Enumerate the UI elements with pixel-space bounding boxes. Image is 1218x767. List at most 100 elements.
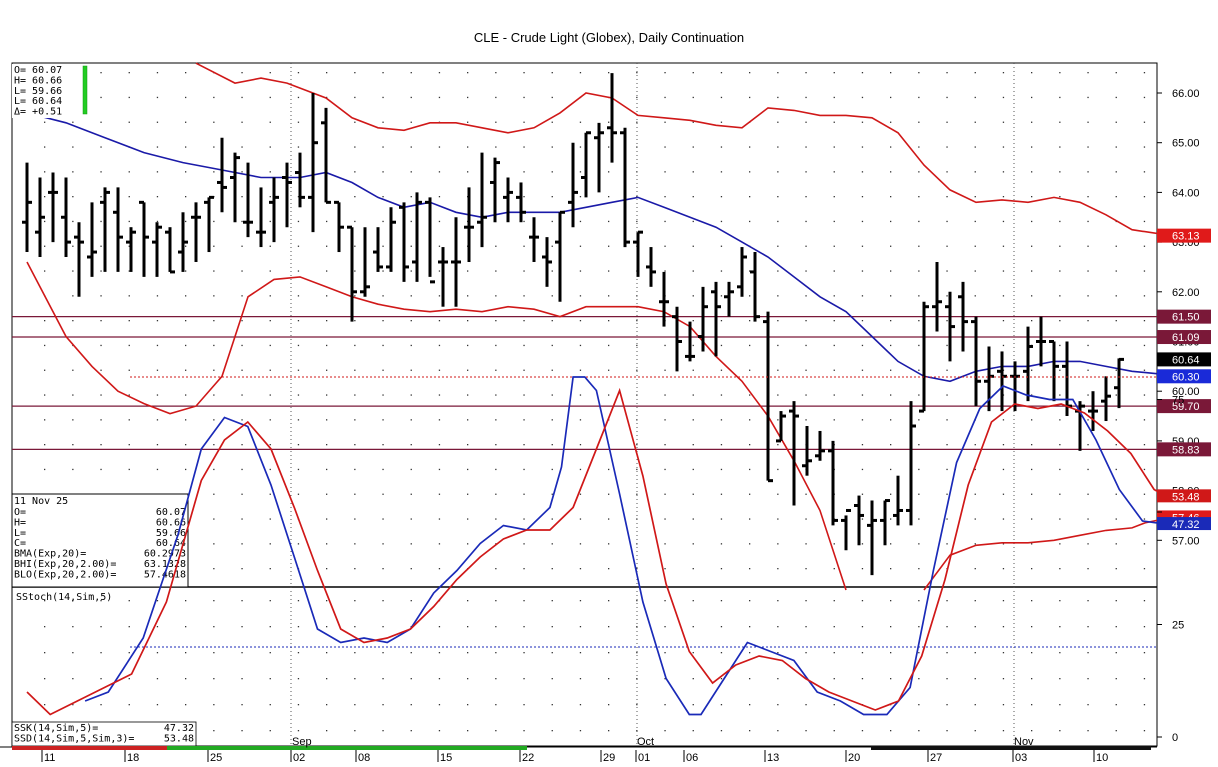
grid-dot — [1087, 369, 1089, 371]
grid-dot — [1087, 568, 1089, 570]
grid-dot — [636, 468, 638, 471]
grid-dot — [664, 394, 666, 396]
grid-dot — [213, 96, 215, 99]
grid-dot — [551, 171, 553, 173]
grid-dot — [692, 295, 694, 297]
grid-dot — [579, 704, 582, 706]
grid-dot — [185, 245, 187, 247]
grid-dot — [438, 171, 441, 173]
grid-dot — [44, 245, 46, 247]
grid-dot — [861, 652, 864, 654]
grid-dot — [185, 220, 187, 223]
grid-dot — [608, 171, 610, 173]
grid-dot — [579, 146, 582, 148]
grid-dot — [890, 626, 892, 628]
grid-dot — [495, 96, 497, 99]
price-tag-label: 60.64 — [1172, 354, 1200, 366]
grid-dot — [523, 704, 525, 706]
grid-dot — [551, 626, 553, 628]
grid-dot — [1002, 419, 1005, 421]
grid-dot — [579, 295, 582, 297]
grid-dot — [805, 394, 807, 396]
ohlc-bar — [399, 202, 409, 282]
grid-dot — [354, 543, 356, 545]
grid-dot — [974, 121, 976, 123]
grid-dot — [636, 72, 638, 74]
grid-dot — [918, 344, 920, 347]
grid-dot — [72, 468, 74, 471]
grid-dot — [72, 270, 74, 272]
grid-dot — [749, 568, 751, 570]
stoch-title: SStoch(14,Sim,5) — [16, 592, 112, 603]
info-value: 63.1328 — [144, 559, 186, 570]
grid-dot — [551, 295, 553, 297]
grid-dot — [664, 493, 666, 495]
grid-dot — [636, 121, 638, 123]
grid-dot — [382, 568, 384, 570]
grid-dot — [749, 444, 751, 446]
grid-dot — [551, 320, 553, 322]
grid-dot — [467, 600, 469, 602]
grid-dot — [1059, 171, 1061, 173]
grid-dot — [241, 543, 243, 545]
grid-dot — [354, 146, 356, 148]
grid-dot — [410, 444, 412, 446]
grid-dot — [128, 121, 130, 123]
grid-dot — [382, 146, 384, 148]
ohlc-bar — [581, 131, 591, 198]
grid-dot — [1115, 600, 1117, 602]
grid-dot — [269, 730, 271, 732]
grid-dot — [1059, 468, 1061, 471]
grid-dot — [297, 72, 300, 74]
grid-dot — [551, 518, 553, 520]
ohlc-bar — [61, 177, 71, 258]
grid-dot — [44, 394, 46, 396]
grid-dot — [467, 270, 469, 272]
grid-dot — [410, 493, 412, 495]
grid-dot — [579, 678, 582, 680]
grid-dot — [1031, 626, 1033, 628]
grid-dot — [1031, 369, 1033, 371]
grid-dot — [636, 96, 638, 99]
grid-dot — [1143, 394, 1146, 396]
grid-dot — [692, 369, 694, 371]
grid-dot — [410, 96, 412, 99]
grid-dot — [1002, 295, 1005, 297]
grid-dot — [326, 444, 328, 446]
grid-dot — [1143, 518, 1146, 520]
grid-dot — [382, 295, 384, 297]
grid-dot — [749, 394, 751, 396]
y-tick-label: 65.00 — [1172, 138, 1200, 150]
ohlc-bar — [113, 187, 123, 272]
grid-dot — [608, 678, 610, 680]
grid-dot — [946, 171, 948, 173]
grid-dot — [579, 344, 582, 347]
grid-dot — [1031, 196, 1033, 198]
ohlc-bar — [880, 499, 890, 546]
grid-dot — [1002, 568, 1005, 570]
stoch-panel: 0257553.4847.32SStoch(14,Sim,5)SSK(14,Si… — [11, 376, 1211, 747]
grid-dot — [636, 600, 638, 602]
grid-dot — [1002, 468, 1005, 471]
grid-dot — [918, 444, 920, 446]
grid-dot — [241, 121, 243, 123]
grid-dot — [44, 171, 46, 173]
grid-dot — [523, 220, 525, 223]
grid-dot — [861, 600, 864, 602]
x-day-label: 11 — [44, 752, 55, 764]
grid-dot — [128, 600, 130, 602]
grid-dot — [382, 600, 384, 602]
grid-dot — [692, 96, 694, 99]
grid-dot — [269, 626, 271, 628]
grid-dot — [467, 468, 469, 471]
x-day-label: 15 — [440, 752, 452, 764]
ohlc-bar — [932, 261, 942, 332]
grid-dot — [467, 419, 469, 421]
grid-dot — [467, 518, 469, 520]
grid-dot — [974, 96, 976, 99]
grid-dot — [1031, 121, 1033, 123]
grid-dot — [382, 196, 384, 198]
grid-dot — [156, 196, 159, 198]
price-tag-level: 61.50 — [1157, 309, 1211, 324]
